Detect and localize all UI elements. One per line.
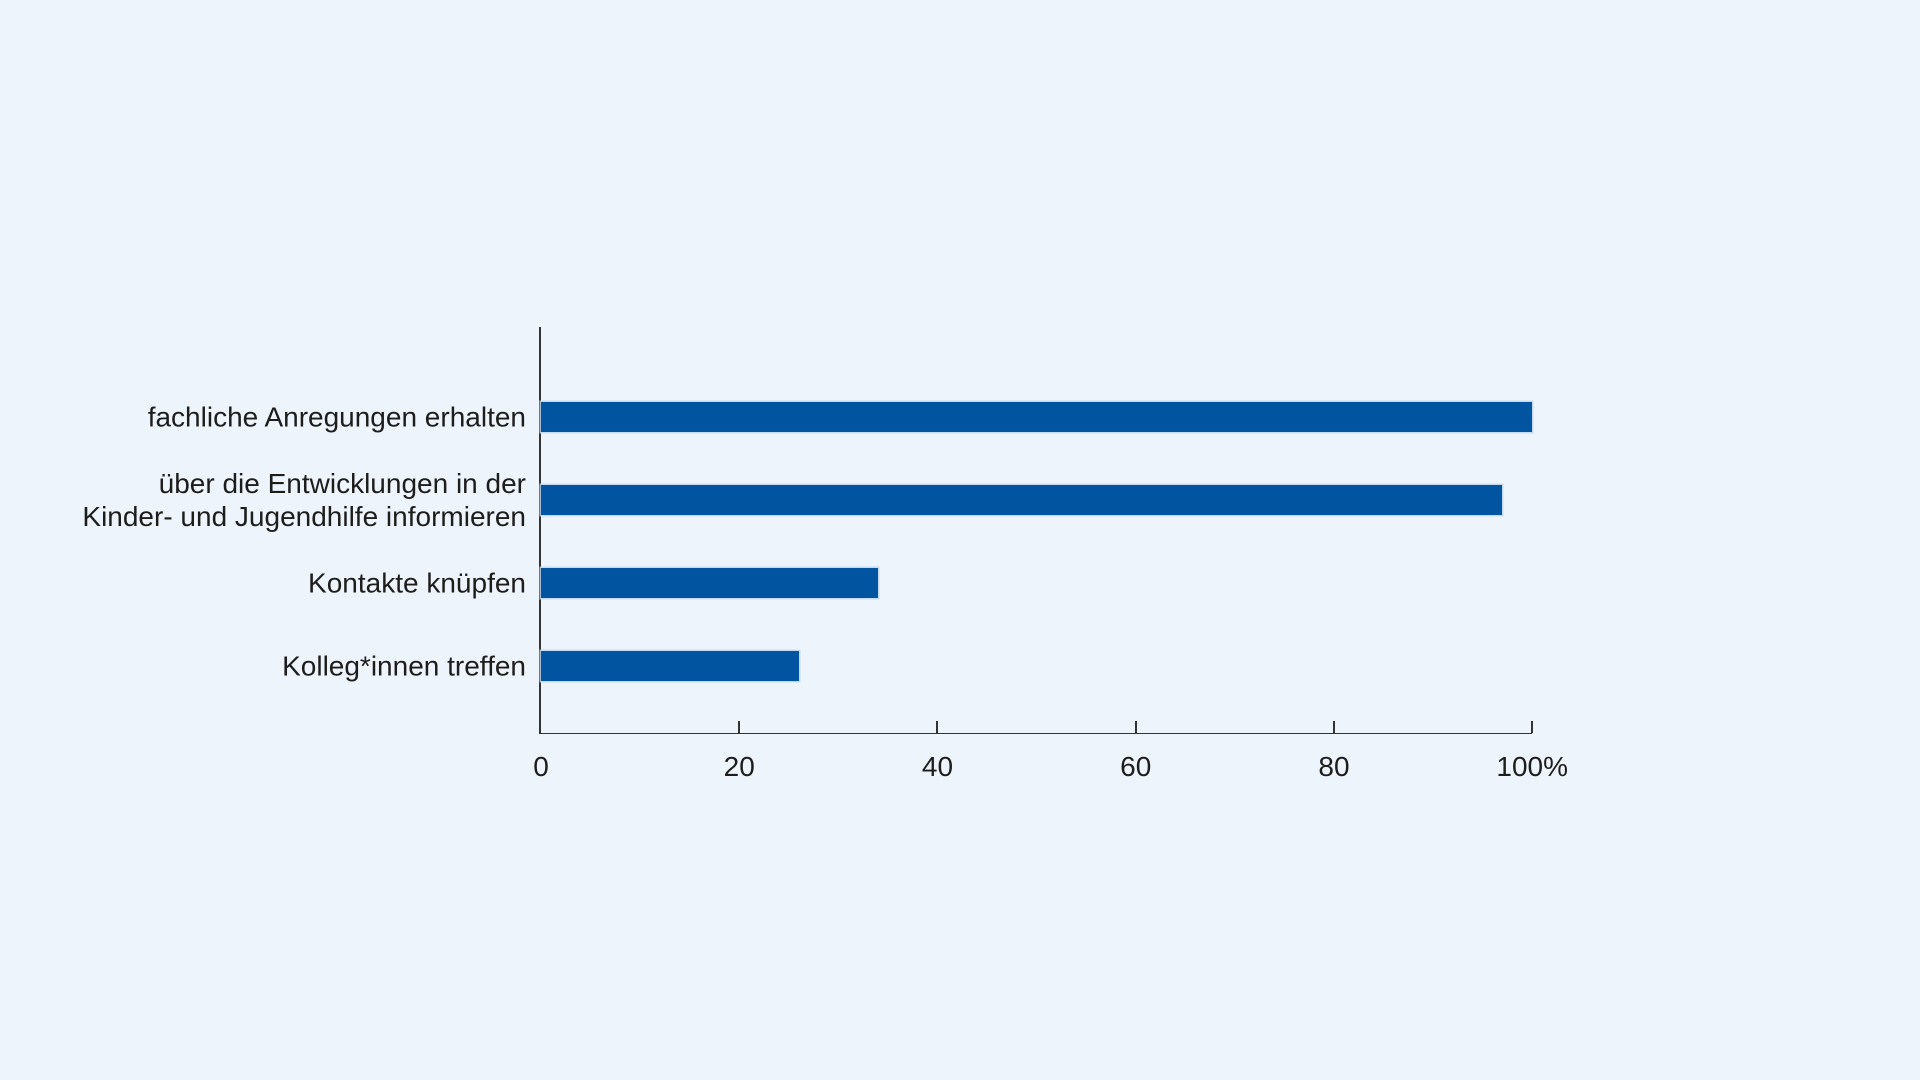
x-tick-mark — [936, 720, 939, 733]
category-label: Kontakte knüpfen — [308, 567, 526, 599]
category-label: über die Entwicklungen in der Kinder- un… — [82, 468, 526, 532]
x-axis-line — [539, 732, 1533, 734]
x-tick-label: 20 — [723, 751, 755, 782]
x-tick-mark — [1134, 720, 1137, 733]
x-tick-label: 40 — [921, 751, 954, 782]
bar — [541, 568, 878, 598]
x-tick-mark — [1531, 720, 1534, 733]
bar — [541, 402, 1533, 432]
bar — [541, 651, 799, 681]
x-tick-label: 100% — [1496, 751, 1568, 782]
bar — [541, 485, 1503, 515]
x-tick-label: 60 — [1120, 751, 1152, 782]
category-label: fachliche Anregungen erhalten — [147, 401, 526, 433]
x-tick-mark — [1332, 720, 1335, 733]
x-tick-label: 0 — [533, 751, 549, 782]
y-axis-line — [539, 327, 541, 734]
x-tick-mark — [738, 720, 741, 733]
category-label: Kolleg*innen treffen — [282, 650, 526, 682]
x-tick-label: 80 — [1318, 751, 1350, 782]
